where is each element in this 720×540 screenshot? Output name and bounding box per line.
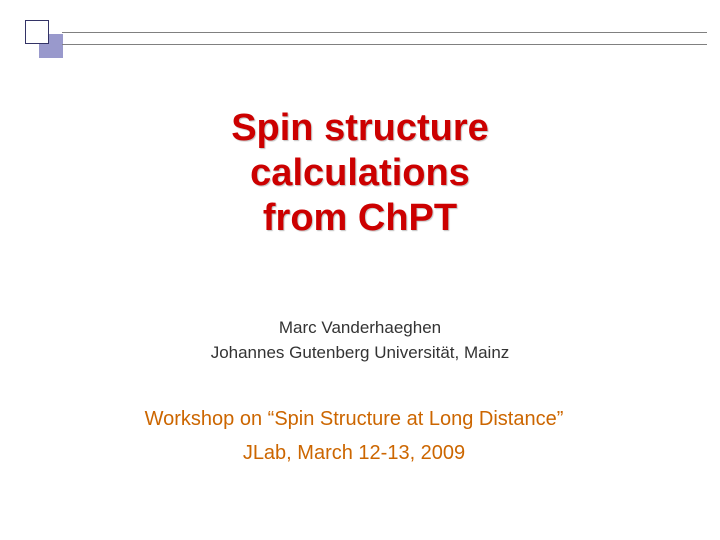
title-line-2: calculations — [250, 152, 470, 194]
author-block: Marc Vanderhaeghen Johannes Gutenberg Un… — [0, 316, 720, 365]
title-line-1: Spin structure — [231, 107, 489, 149]
workshop-line-1: Workshop on “Spin Structure at Long Dist… — [145, 408, 564, 430]
author-affiliation: Johannes Gutenberg Universität, Mainz — [211, 343, 510, 362]
decor-line-bottom — [62, 44, 707, 45]
workshop-line-2: JLab, March 12-13, 2009 — [243, 442, 465, 464]
decor-square-outline — [25, 20, 49, 44]
title-line-3: from ChPT — [263, 197, 457, 239]
decor-line-top — [62, 32, 707, 33]
corner-decoration — [0, 0, 720, 60]
slide-title: Spin structure calculations from ChPT — [0, 106, 720, 240]
workshop-info: Workshop on “Spin Structure at Long Dist… — [64, 402, 644, 470]
author-name: Marc Vanderhaeghen — [279, 318, 441, 337]
